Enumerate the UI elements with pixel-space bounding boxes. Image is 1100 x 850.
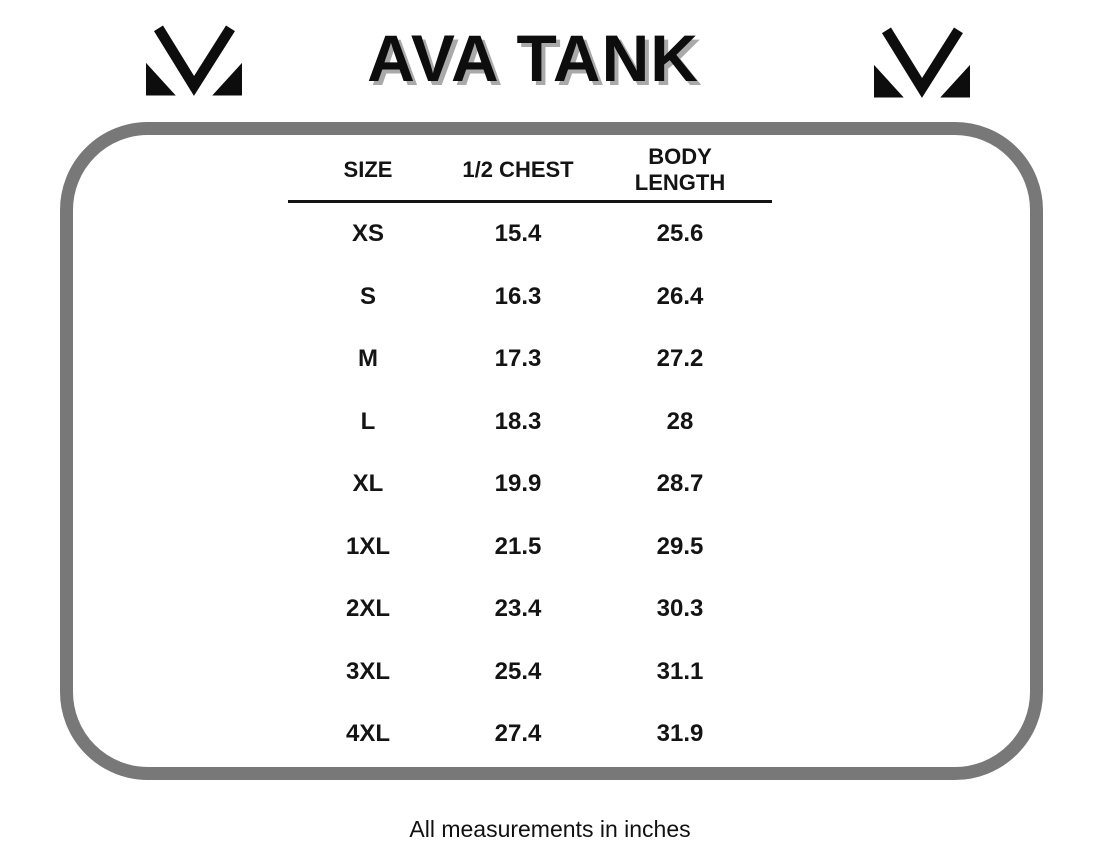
size-cell: 2XL xyxy=(345,595,390,623)
table-row: XS 15.4 25.6 xyxy=(288,203,772,266)
half-chest-cell: 23.4 xyxy=(494,595,542,623)
body-length-cell: 31.1 xyxy=(656,657,704,685)
brand-logo-right xyxy=(874,24,970,100)
column-header-body-length: BODY LENGTH xyxy=(634,144,726,195)
size-cell: XL xyxy=(352,470,384,498)
body-length-cell: 27.2 xyxy=(656,345,704,373)
chart-border-panel xyxy=(60,122,1043,780)
table-row: S 16.3 26.4 xyxy=(288,266,772,329)
table-body: XS 15.4 25.6 S 16.3 26.4 M 17.3 27.2 L 1… xyxy=(288,203,772,766)
column-header-size: SIZE xyxy=(343,157,393,182)
size-cell: L xyxy=(360,407,376,435)
body-length-cell: 28.7 xyxy=(656,470,704,498)
table-row: XL 19.9 28.7 xyxy=(288,453,772,516)
table-row: 3XL 25.4 31.1 xyxy=(288,641,772,704)
size-table: SIZE 1/2 CHEST BODY LENGTH XS 15.4 25.6 … xyxy=(288,140,772,766)
table-row: 1XL 21.5 29.5 xyxy=(288,516,772,579)
body-length-cell: 25.6 xyxy=(656,220,704,248)
column-header-half-chest: 1/2 CHEST xyxy=(462,157,574,182)
half-chest-cell: 25.4 xyxy=(494,657,542,685)
half-chest-cell: 21.5 xyxy=(494,532,542,560)
half-chest-cell: 18.3 xyxy=(494,407,542,435)
mv-monogram-icon xyxy=(874,27,970,98)
page-title: AVA TANK xyxy=(367,21,699,95)
size-cell: M xyxy=(358,345,378,373)
half-chest-cell: 19.9 xyxy=(494,470,542,498)
body-length-cell: 28 xyxy=(666,407,694,435)
body-length-cell: 26.4 xyxy=(656,282,704,310)
mv-monogram-icon xyxy=(146,25,242,96)
size-cell: 3XL xyxy=(345,657,390,685)
table-row: M 17.3 27.2 xyxy=(288,328,772,391)
body-length-cell: 30.3 xyxy=(656,595,704,623)
measurement-note: All measurements in inches xyxy=(409,816,691,842)
table-header-row: SIZE 1/2 CHEST BODY LENGTH xyxy=(288,140,772,203)
half-chest-cell: 15.4 xyxy=(494,220,542,248)
body-length-cell: 29.5 xyxy=(656,532,704,560)
table-row: L 18.3 28 xyxy=(288,391,772,454)
size-cell: 1XL xyxy=(345,532,390,560)
size-cell: S xyxy=(359,282,376,310)
body-length-cell: 31.9 xyxy=(656,720,704,748)
size-cell: XS xyxy=(351,220,384,248)
half-chest-cell: 17.3 xyxy=(494,345,542,373)
size-cell: 4XL xyxy=(345,720,390,748)
half-chest-cell: 16.3 xyxy=(494,282,542,310)
half-chest-cell: 27.4 xyxy=(494,720,542,748)
brand-logo-left xyxy=(146,22,242,98)
table-row: 4XL 27.4 31.9 xyxy=(288,703,772,766)
table-row: 2XL 23.4 30.3 xyxy=(288,578,772,641)
